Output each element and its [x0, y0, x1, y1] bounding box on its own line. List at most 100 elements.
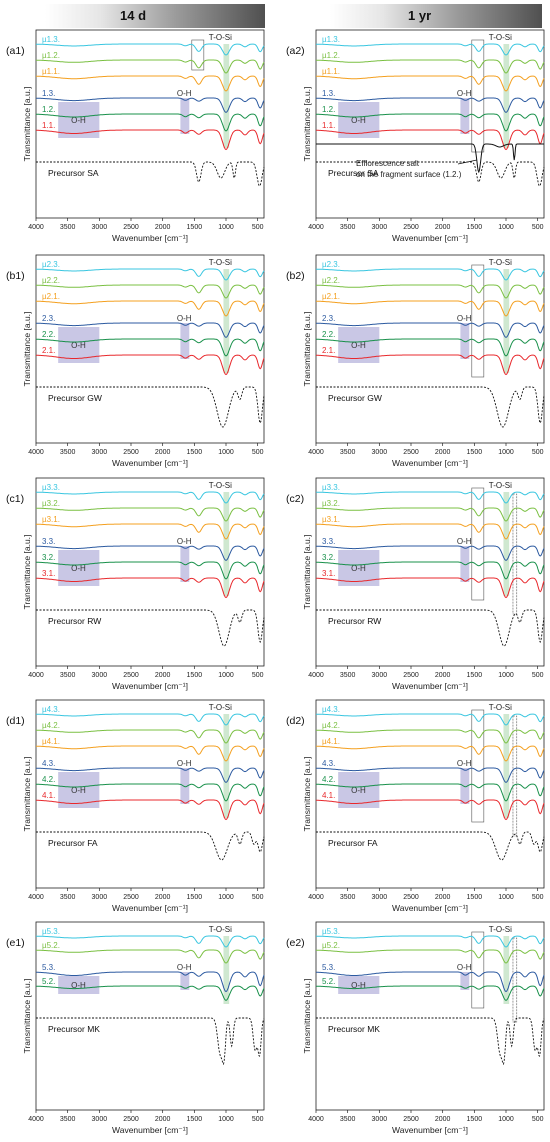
x-tick-label: 500 — [532, 449, 544, 456]
series-label: µ1.2. — [42, 51, 60, 60]
spectrum-line — [36, 322, 265, 338]
x-tick-label: 2500 — [403, 1116, 419, 1123]
series-label: 3.1. — [42, 569, 55, 578]
x-tick-label: 500 — [252, 672, 264, 679]
precursor-spectrum — [36, 609, 265, 647]
x-tick-label: 3000 — [92, 1116, 108, 1123]
series-label: µ4.3. — [322, 705, 340, 714]
x-tick-label: 3500 — [340, 449, 356, 456]
spectrum-line — [35, 799, 265, 821]
series-label: 1.1. — [322, 121, 335, 130]
oh-bend-label: O-H — [457, 759, 472, 768]
series-label: µ3.2. — [42, 499, 60, 508]
tosi-label: T-O-Si — [489, 481, 512, 490]
spectrum-line — [36, 783, 265, 802]
x-tick-label: 500 — [252, 224, 264, 231]
series-label: 3.3. — [42, 537, 55, 546]
x-tick-label: 3000 — [92, 224, 108, 231]
x-tick-label: 2000 — [435, 1116, 451, 1123]
oh-band-label: O-H — [351, 116, 366, 125]
spectrum-line — [315, 971, 545, 993]
spectrum-line — [316, 300, 545, 317]
y-axis-label: Transmittance [a.u.] — [302, 87, 312, 162]
efflorescence-spectrum — [316, 143, 544, 174]
x-tick-label: 2000 — [155, 894, 171, 901]
tosi-label: T-O-Si — [489, 258, 512, 267]
precursor-spectrum — [316, 831, 545, 861]
panel-e2: (e2) 4000 3500 3000 2500 2000 1500 1000 500 Waven… — [286, 921, 545, 1135]
spectrum-line — [35, 268, 265, 281]
spectrum-line — [316, 284, 545, 299]
tosi-label: T-O-Si — [489, 925, 512, 934]
efflorescence-label-1: Efflorescence salt — [356, 159, 420, 168]
series-label: µ5.2. — [42, 941, 60, 950]
panel-label: (e2) — [286, 937, 305, 949]
axes-frame — [35, 254, 265, 444]
y-axis-label: Transmittance [a.u.] — [22, 87, 32, 162]
tosi-label: T-O-Si — [209, 481, 232, 490]
x-tick-label: 3500 — [60, 224, 76, 231]
panel-e1: (e1) 4000 3500 3000 2500 2000 1500 1000 500 Waven… — [6, 921, 265, 1135]
tosi-band-box — [223, 269, 230, 373]
secondary-box — [512, 715, 518, 837]
precursor-spectrum — [36, 831, 265, 861]
x-tick-label: 3000 — [372, 894, 388, 901]
x-tick-label: 1000 — [218, 224, 234, 231]
series-label: 1.3. — [42, 89, 55, 98]
series-label: 4.3. — [322, 759, 335, 768]
spectrum-line — [36, 300, 265, 317]
x-tick-label: 3500 — [60, 672, 76, 679]
precursor-spectrum — [316, 386, 545, 428]
precursor-label: Precursor SA — [328, 168, 379, 178]
carbonate-box — [471, 39, 485, 153]
oh-bend-label: O-H — [177, 89, 192, 98]
oh-bend-box — [460, 98, 470, 134]
oh-band-label: O-H — [71, 564, 86, 573]
axes-frame — [35, 29, 265, 219]
tosi-band-box — [503, 44, 510, 148]
x-tick-label: 3500 — [60, 449, 76, 456]
x-tick-label: 4000 — [28, 672, 44, 679]
oh-bend-label: O-H — [457, 314, 472, 323]
panel-d2: (d2) 4000 3500 3000 2500 2000 1500 1000 500 Waven… — [286, 699, 545, 913]
header-bar-1yr — [330, 4, 542, 28]
spectrum-line — [36, 97, 265, 113]
x-tick-label: 3000 — [92, 672, 108, 679]
precursor-spectrum — [316, 609, 545, 647]
spectrum-line — [36, 284, 265, 299]
x-tick-label: 4000 — [308, 1116, 324, 1123]
x-tick-label: 2000 — [435, 449, 451, 456]
panel-c2: (c2) 4000 3500 3000 2500 2000 1500 1000 500 Waven… — [286, 477, 545, 691]
oh-bend-label: O-H — [177, 537, 192, 546]
panel-b2: (b2) 4000 3500 3000 2500 2000 1500 1000 500 Waven… — [286, 254, 545, 468]
x-tick-label: 3500 — [60, 894, 76, 901]
series-label: 3.1. — [322, 569, 335, 578]
axes-frame — [315, 921, 545, 1111]
x-tick-label: 4000 — [28, 224, 44, 231]
spectrum-line — [316, 75, 545, 92]
tosi-band-box — [223, 44, 230, 148]
oh-band-label: O-H — [351, 564, 366, 573]
x-axis-label: Wavenumber [cm⁻¹] — [112, 458, 188, 468]
x-tick-label: 1000 — [218, 894, 234, 901]
x-tick-label: 2000 — [435, 672, 451, 679]
spectrum-line — [316, 949, 545, 964]
series-label: 5.2. — [322, 977, 335, 986]
series-label: µ2.3. — [322, 260, 340, 269]
x-tick-label: 3000 — [372, 224, 388, 231]
x-tick-label: 1000 — [218, 1116, 234, 1123]
tosi-band-box — [503, 714, 510, 818]
x-tick-label: 2500 — [123, 224, 139, 231]
oh-band-label: O-H — [71, 116, 86, 125]
series-label: 5.2. — [42, 977, 55, 986]
series-label: µ5.3. — [42, 927, 60, 936]
x-tick-label: 2500 — [403, 672, 419, 679]
x-tick-label: 1000 — [218, 449, 234, 456]
series-label: 2.1. — [322, 346, 335, 355]
series-label: µ3.2. — [322, 499, 340, 508]
carbonate-box — [471, 931, 485, 1009]
spectrum-line — [316, 97, 545, 113]
tosi-band-box — [503, 269, 510, 373]
series-label: µ5.3. — [322, 927, 340, 936]
carbonate-box — [471, 709, 485, 823]
